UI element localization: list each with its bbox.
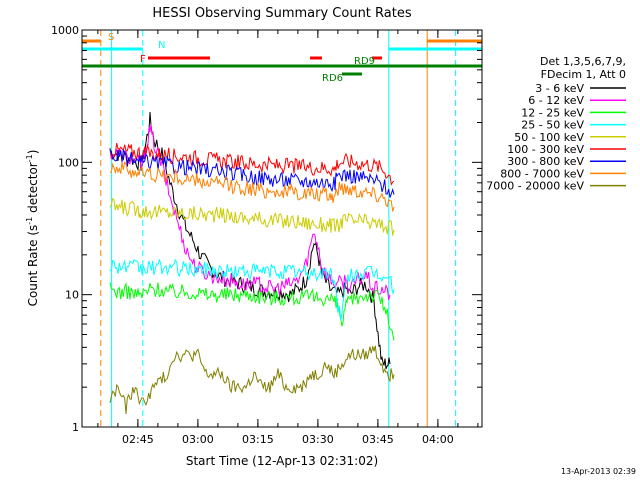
flag-bar-s: S [82, 32, 482, 43]
legend-label-12-25-kev: 12 - 25 keV [521, 106, 584, 119]
legend-header-line-1: Det 1,3,5,6,7,9, [540, 55, 626, 68]
flag-label-n: N [158, 40, 165, 51]
series-line-800-7000-kev [109, 161, 395, 212]
flag-label-rd6: RD6 [322, 73, 343, 84]
flag-label-f: F [140, 54, 146, 65]
series-line-6-12-kev [109, 124, 391, 301]
flag-label-s: S [108, 32, 114, 43]
flag-label-rd9: RD9 [354, 56, 375, 67]
legend-label-7000-20000-kev: 7000 - 20000 keV [486, 180, 584, 193]
y-axis-label: Count Rate (s-1 detector-1) [25, 150, 40, 307]
y-tick-label: 10 [65, 289, 79, 302]
flag-bar-f: F [140, 54, 382, 65]
chart-title: HESSI Observing Summary Count Rates [152, 6, 411, 21]
series-line-300-800-kev [109, 148, 395, 198]
legend: Det 1,3,5,6,7,9, FDecim 1, Att 0 3 - 6 k… [486, 55, 626, 193]
legend-label-100-300-kev: 100 - 300 keV [507, 143, 584, 156]
series-line-50-100-kev [109, 197, 395, 236]
legend-label-6-12-kev: 6 - 12 keV [528, 94, 584, 107]
legend-label-3-6-kev: 3 - 6 keV [535, 82, 584, 95]
x-tick-label: 03:30 [302, 433, 334, 446]
legend-header-line-2: FDecim 1, Att 0 [541, 68, 626, 81]
y-tick-label: 1 [72, 421, 79, 434]
x-tick-label: 03:15 [242, 433, 274, 446]
series-line-100-300-kev [109, 142, 395, 186]
x-axis-label: Start Time (12-Apr-13 02:31:02) [186, 454, 378, 468]
series-line-25-50-kev [109, 258, 395, 321]
x-tick-label: 04:00 [422, 433, 454, 446]
y-tick-label: 1000 [51, 24, 79, 37]
series-line-7000-20000-kev [109, 345, 395, 415]
flag-bar-rd9: RD9 [82, 56, 482, 68]
plot-frame [81, 29, 483, 428]
y-tick-label: 100 [58, 156, 79, 169]
legend-label-300-800-kev: 300 - 800 keV [507, 155, 584, 168]
series-line-12-25-kev [109, 281, 395, 341]
flag-bar-n: N [82, 40, 482, 51]
legend-label-25-50-kev: 25 - 50 keV [521, 119, 584, 132]
flag-bar-rd6: RD6 [322, 72, 362, 84]
legend-label-50-100-kev: 50 - 100 keV [514, 131, 584, 144]
x-tick-label: 02:45 [122, 433, 154, 446]
x-tick-label: 03:00 [182, 433, 214, 446]
footer-timestamp: 13-Apr-2013 02:39 [561, 467, 636, 476]
legend-label-800-7000-kev: 800 - 7000 keV [500, 167, 584, 180]
x-tick-label: 03:45 [362, 433, 394, 446]
